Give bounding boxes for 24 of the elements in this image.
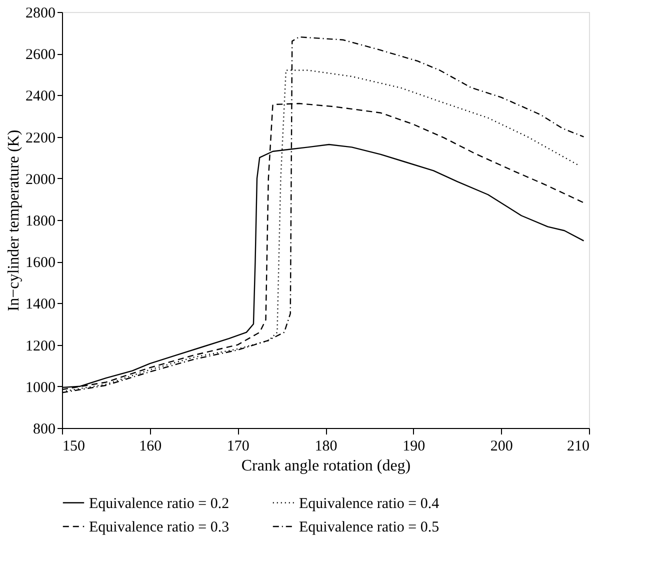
- y-tick-label: 2200: [26, 130, 56, 146]
- legend-label: Equivalence ratio = 0.5: [299, 520, 440, 536]
- x-tick-label: 190: [402, 438, 426, 454]
- y-tick-label: 1400: [26, 296, 56, 313]
- x-tick-label: 210: [567, 438, 590, 454]
- x-tick-label: 150: [62, 438, 85, 454]
- y-axis-title: In−cylinder temperature (K): [6, 130, 22, 312]
- legend-label: Equivalence ratio = 0.2: [89, 496, 230, 512]
- legend-label: Equivalence ratio = 0.3: [89, 520, 230, 536]
- y-tick-label: 2400: [26, 88, 56, 105]
- legend-label: Equivalence ratio = 0.4: [299, 496, 440, 512]
- y-tick-label: 2000: [26, 172, 56, 188]
- y-tick-label: 800: [33, 422, 56, 438]
- x-axis-title: Crank angle rotation (deg): [241, 458, 411, 474]
- y-tick-label: 1800: [26, 214, 56, 230]
- y-tick-label: 1200: [26, 338, 56, 354]
- x-tick-label: 170: [226, 438, 250, 454]
- y-tick-label: 1600: [26, 255, 56, 272]
- y-tick-label: 2800: [26, 6, 56, 22]
- x-tick-label: 160: [139, 438, 162, 454]
- y-tick-label: 2600: [26, 47, 56, 64]
- y-tick-label: 1000: [26, 380, 56, 396]
- x-tick-label: 200: [490, 438, 513, 454]
- x-tick-label: 180: [314, 438, 338, 454]
